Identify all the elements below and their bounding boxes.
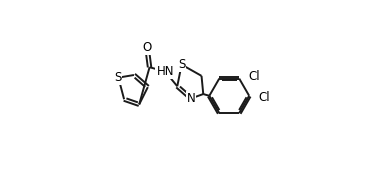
Text: HN: HN [156, 65, 174, 78]
Text: N: N [187, 92, 195, 105]
Text: S: S [114, 71, 121, 84]
Text: Cl: Cl [259, 91, 270, 104]
Text: S: S [178, 58, 185, 71]
Text: O: O [142, 41, 152, 54]
Text: Cl: Cl [249, 70, 260, 83]
